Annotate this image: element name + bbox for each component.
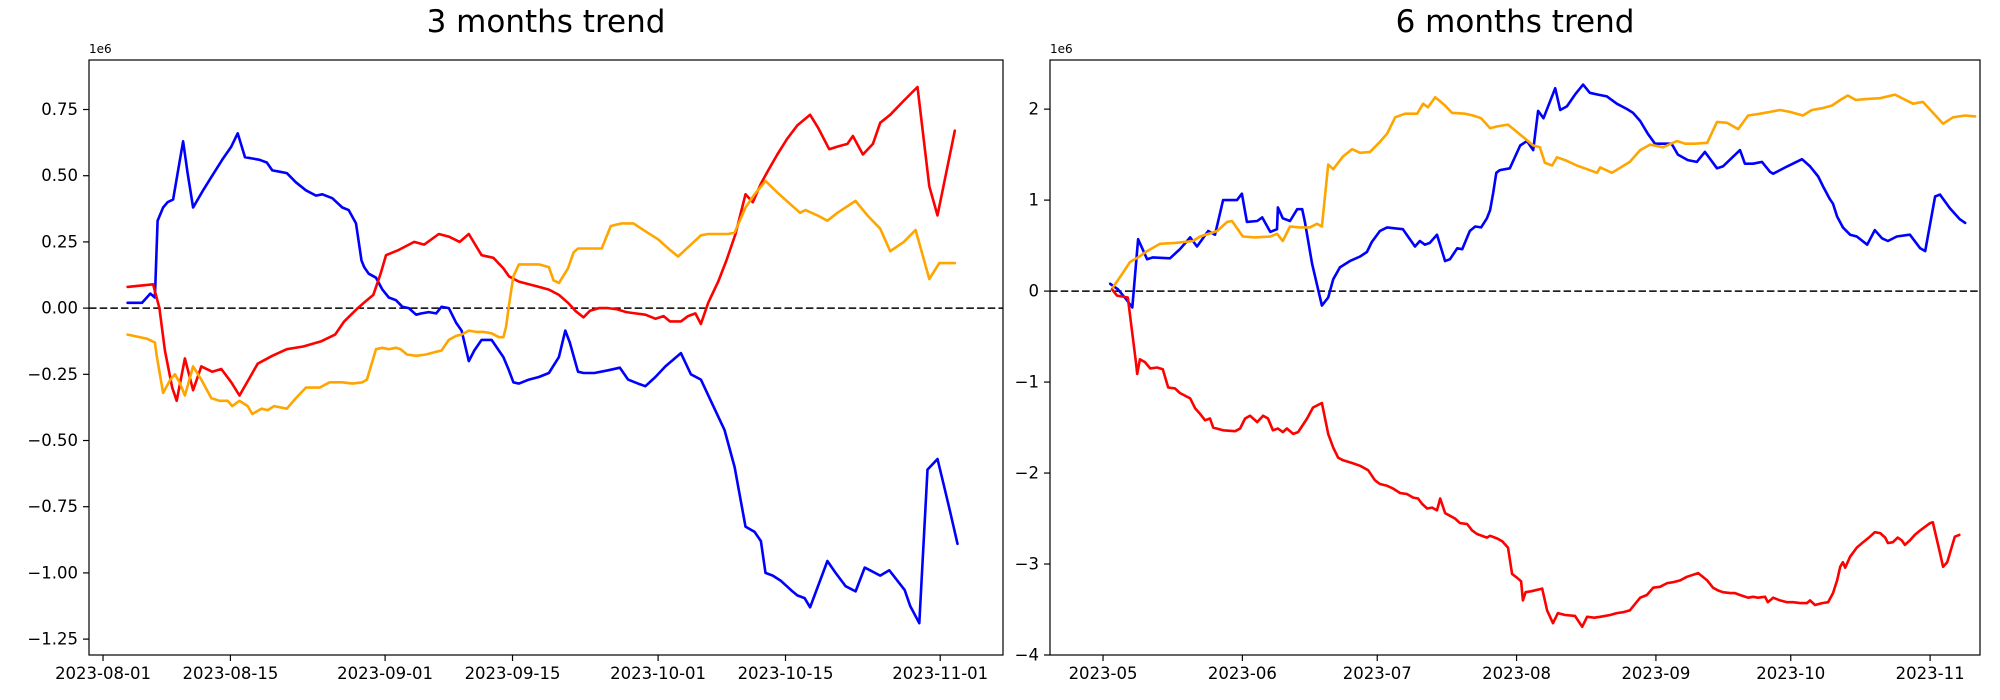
series-orange bbox=[126, 179, 957, 416]
y-tick-label: −1.00 bbox=[27, 563, 78, 582]
axes-spines bbox=[1049, 59, 1981, 656]
y-tick-label: −3 bbox=[1015, 555, 1039, 574]
x-tick-label: 2023-08-01 bbox=[55, 664, 151, 683]
series-red bbox=[126, 85, 957, 403]
y-tick-label: −0.25 bbox=[27, 365, 78, 384]
y-tick-label: −0.50 bbox=[27, 431, 78, 450]
y-tick-label: 0 bbox=[1029, 282, 1040, 301]
x-tick-label: 2023-07 bbox=[1343, 664, 1412, 683]
x-tick-label: 2023-09 bbox=[1621, 664, 1690, 683]
x-tick-label: 2023-09-01 bbox=[337, 664, 433, 683]
y-tick-label: −1.25 bbox=[27, 630, 78, 649]
axes-spines bbox=[88, 59, 1004, 656]
y-tick-label: −2 bbox=[1015, 464, 1039, 483]
y-tick-label: 0.25 bbox=[41, 232, 78, 251]
y-tick-label: −1 bbox=[1015, 373, 1039, 392]
chart-title-6-months: 6 months trend bbox=[1395, 4, 1635, 40]
series-orange bbox=[1111, 93, 1977, 289]
chart-1: 2023-05 2023-06 2023-07 2023-08 2023-09 2023-… bbox=[1015, 59, 1981, 683]
x-tick-label: 2023-08-15 bbox=[182, 664, 278, 683]
x-tick-label: 2023-10 bbox=[1756, 664, 1825, 683]
x-tick-label: 2023-10-01 bbox=[610, 664, 706, 683]
y-tick-label: 0.75 bbox=[41, 100, 78, 119]
x-tick-label: 2023-05 bbox=[1069, 664, 1138, 683]
y-tick-label: −4 bbox=[1015, 646, 1039, 665]
series-blue bbox=[126, 132, 959, 625]
y-tick-label: 2 bbox=[1029, 100, 1040, 119]
x-tick-label: 2023-09-15 bbox=[465, 664, 561, 683]
axis-offset-label-right: 1e6 bbox=[1050, 42, 1073, 56]
x-tick-label: 2023-10-15 bbox=[738, 664, 834, 683]
chart-0: 2023-08-01 2023-08-15 2023-09-01 2023-09-15… bbox=[27, 59, 1004, 683]
series-blue bbox=[1108, 83, 1967, 309]
y-tick-label: 0.50 bbox=[41, 166, 78, 185]
series-red bbox=[1110, 287, 1961, 629]
chart-title-3-months: 3 months trend bbox=[426, 4, 666, 40]
x-tick-label: 2023-11 bbox=[1896, 664, 1965, 683]
x-tick-label: 2023-06 bbox=[1208, 664, 1277, 683]
y-tick-label: −0.75 bbox=[27, 497, 78, 516]
x-tick-label: 2023-11-01 bbox=[892, 664, 988, 683]
axis-offset-label-left: 1e6 bbox=[89, 42, 112, 56]
y-tick-label: 1 bbox=[1029, 191, 1040, 210]
x-tick-label: 2023-08 bbox=[1482, 664, 1551, 683]
y-tick-label: 0.00 bbox=[41, 299, 78, 318]
